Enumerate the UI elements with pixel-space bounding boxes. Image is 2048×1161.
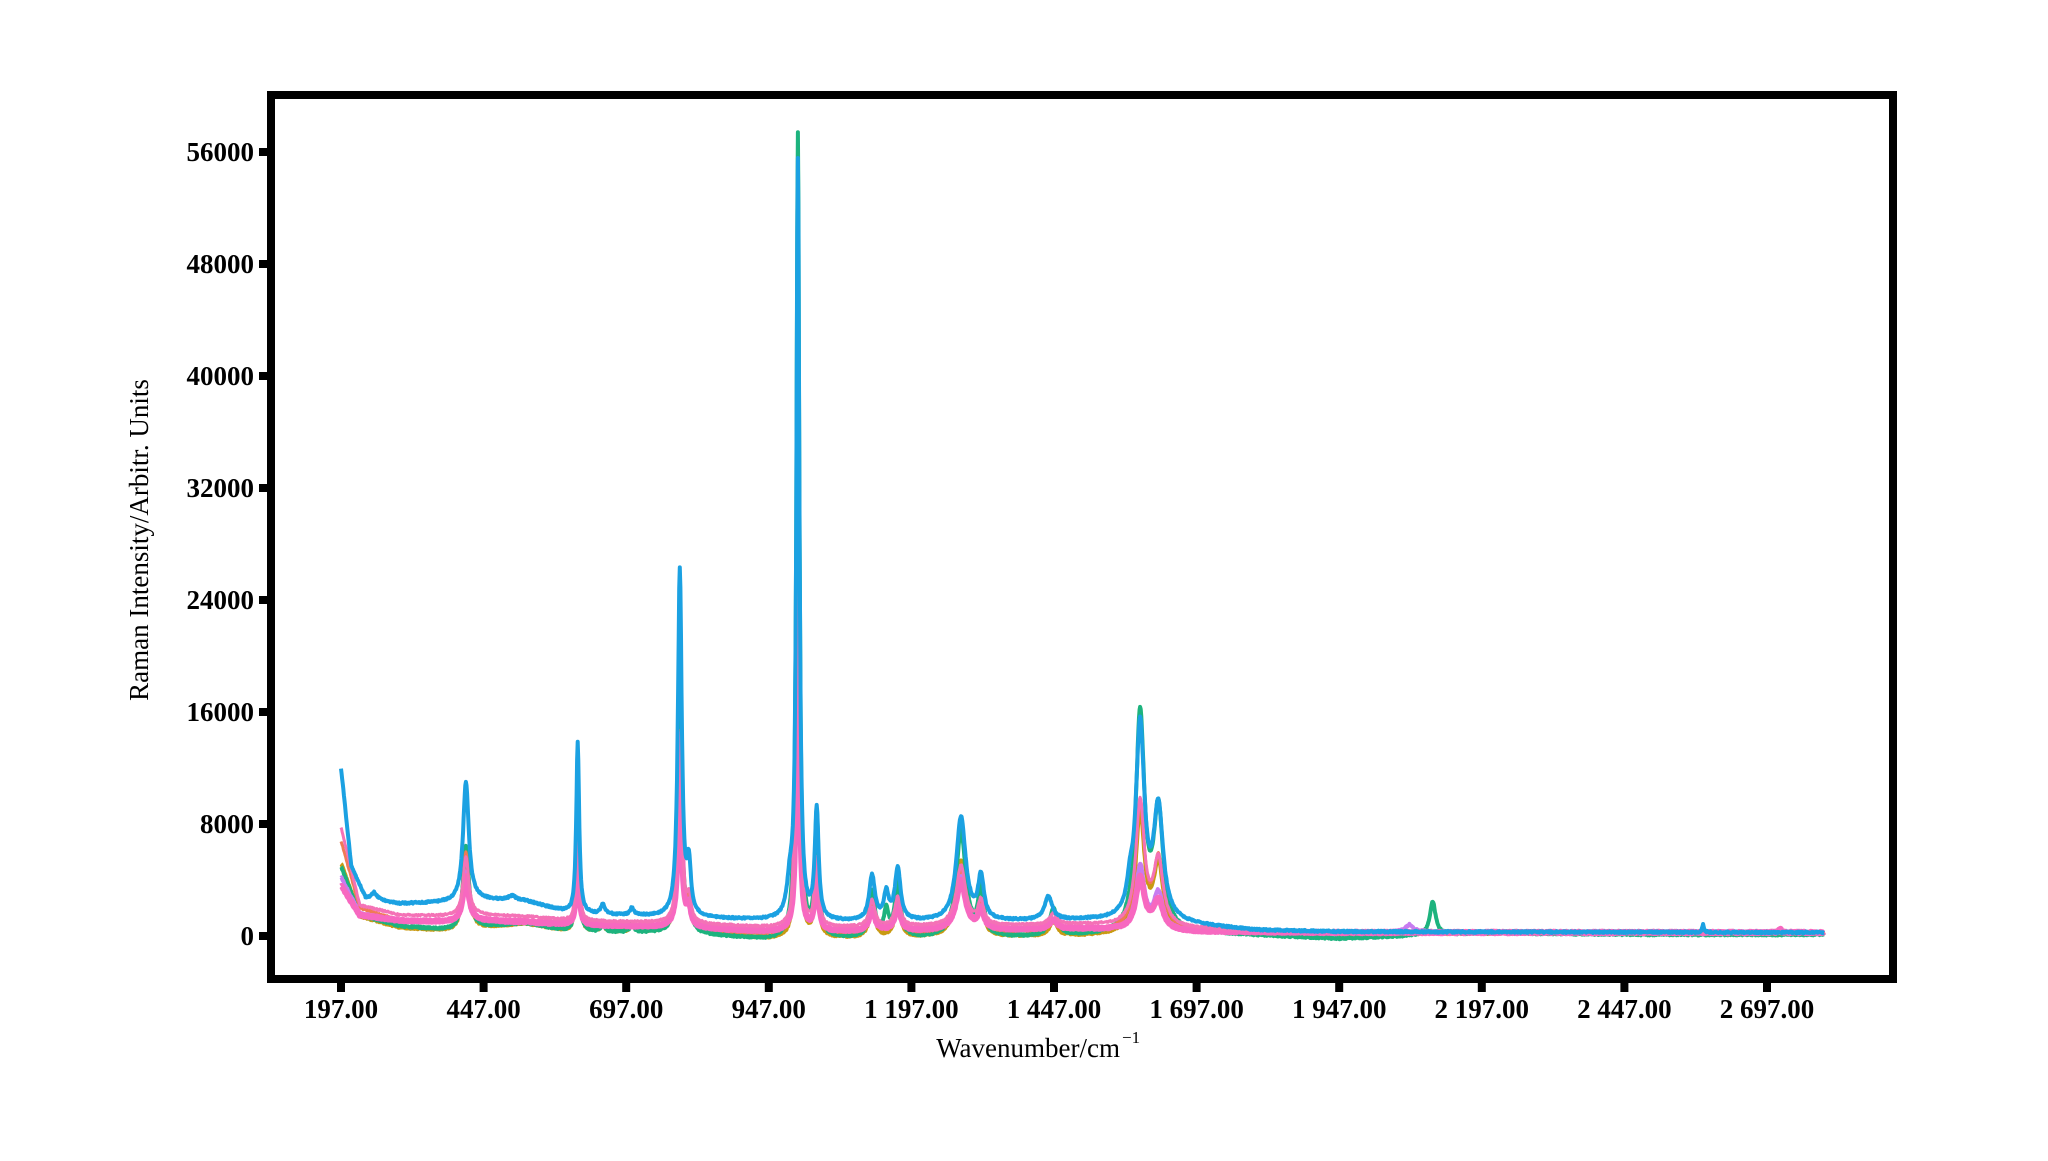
spectrum-line-orange-red: [339, 498, 1826, 936]
x-tick-label: 697.00: [589, 994, 663, 1024]
x-tick-mark: [1763, 982, 1771, 992]
x-tick-mark: [1192, 982, 1201, 992]
x-tick-mark: [907, 982, 916, 992]
y-axis-ticks: 0 8000 16000 24000 32000 40000 48000 56000: [187, 137, 269, 951]
y-tick-label: 48000: [187, 249, 255, 279]
y-tick-label: 32000: [187, 473, 255, 503]
y-tick-mark: [259, 596, 269, 604]
x-tick-mark: [337, 982, 345, 992]
y-tick-label: 16000: [187, 697, 255, 727]
spectra-series-group: [338, 130, 1827, 942]
spectrum-line-gold: [339, 528, 1826, 940]
x-tick-label: 2 197.00: [1435, 994, 1530, 1024]
x-tick-label: 2 697.00: [1720, 994, 1815, 1024]
x-axis-title-superscript: −1: [1122, 1028, 1140, 1047]
y-tick-mark: [259, 708, 269, 716]
x-tick-label: 2 447.00: [1577, 994, 1672, 1024]
spectrum-line-pink: [339, 477, 1826, 935]
x-tick-mark: [1477, 982, 1486, 992]
spectrum-line-blue: [339, 156, 1826, 936]
x-tick-mark: [479, 982, 488, 992]
y-axis-title: Raman Intensity/Arbitr. Units: [124, 379, 154, 701]
x-tick-label: 447.00: [446, 994, 520, 1024]
x-tick-label: 1 947.00: [1292, 994, 1387, 1024]
x-tick-label: 1 697.00: [1149, 994, 1244, 1024]
x-tick-mark: [622, 982, 631, 992]
spectrum-line-green: [339, 130, 1826, 942]
x-tick-mark: [1050, 982, 1058, 992]
x-tick-label: 1 447.00: [1007, 994, 1102, 1024]
spectrum-line-magenta: [338, 578, 1827, 937]
spectrum-line-violet: [339, 564, 1826, 936]
plot-frame: [267, 91, 1897, 983]
x-axis-ticks: 197.00 447.00 697.00 947.00 1 197.00 1 447.00…: [304, 982, 1814, 1024]
y-tick-mark: [259, 148, 269, 156]
x-tick-label: 1 197.00: [864, 994, 959, 1024]
x-tick-mark: [764, 982, 773, 992]
x-tick-label: 947.00: [732, 994, 806, 1024]
y-tick-mark: [259, 260, 269, 268]
y-tick-mark: [259, 820, 269, 828]
y-tick-label: 0: [241, 921, 255, 951]
y-tick-label: 24000: [187, 585, 255, 615]
x-axis-title: Wavenumber/cm: [936, 1033, 1120, 1063]
y-tick-label: 8000: [200, 809, 254, 839]
x-tick-label: 197.00: [304, 994, 378, 1024]
x-tick-mark: [1620, 982, 1629, 992]
y-tick-mark: [259, 484, 269, 492]
y-tick-label: 56000: [187, 137, 255, 167]
y-tick-mark: [259, 372, 269, 380]
x-tick-mark: [1335, 982, 1344, 992]
y-tick-label: 40000: [187, 361, 255, 391]
y-tick-mark: [259, 932, 269, 940]
